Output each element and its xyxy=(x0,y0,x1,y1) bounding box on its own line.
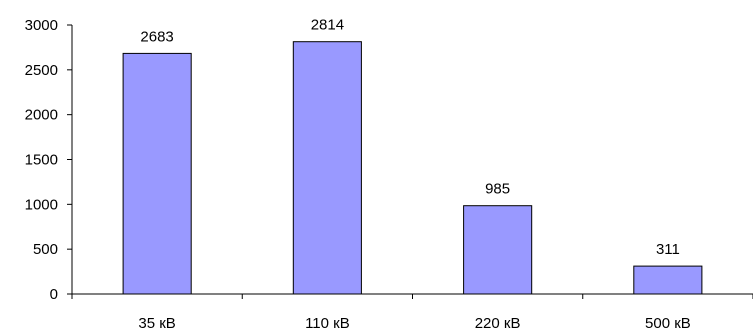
data-label-2: 985 xyxy=(485,181,510,198)
x-category-label-0: 35 кВ xyxy=(138,315,175,331)
bar-1 xyxy=(292,41,362,295)
y-tick-label-4: 2000 xyxy=(25,107,58,124)
y-tick-label-2: 1000 xyxy=(25,196,58,213)
y-tick-label-0: 0 xyxy=(50,286,58,303)
bar-2 xyxy=(463,205,533,295)
labels-layer: 2683 2814 985 311 0 500 1000 1500 2000 2500 3000 35… xyxy=(25,17,691,332)
data-label-1: 2814 xyxy=(311,17,344,34)
y-tick-label-1: 500 xyxy=(33,241,58,258)
bar-3 xyxy=(633,265,703,295)
y-tick-label-6: 3000 xyxy=(25,17,58,34)
y-tick-label-3: 1500 xyxy=(25,152,58,169)
bar-0 xyxy=(122,52,192,295)
x-category-label-2: 220 кВ xyxy=(475,315,521,331)
y-tick-label-5: 2500 xyxy=(25,62,58,79)
axes-layer xyxy=(67,24,753,299)
x-category-label-3: 500 кВ xyxy=(645,315,691,331)
data-label-0: 2683 xyxy=(140,28,173,45)
data-label-3: 311 xyxy=(656,241,680,258)
x-category-label-1: 110 кВ xyxy=(305,315,350,331)
bars-layer xyxy=(122,41,703,295)
